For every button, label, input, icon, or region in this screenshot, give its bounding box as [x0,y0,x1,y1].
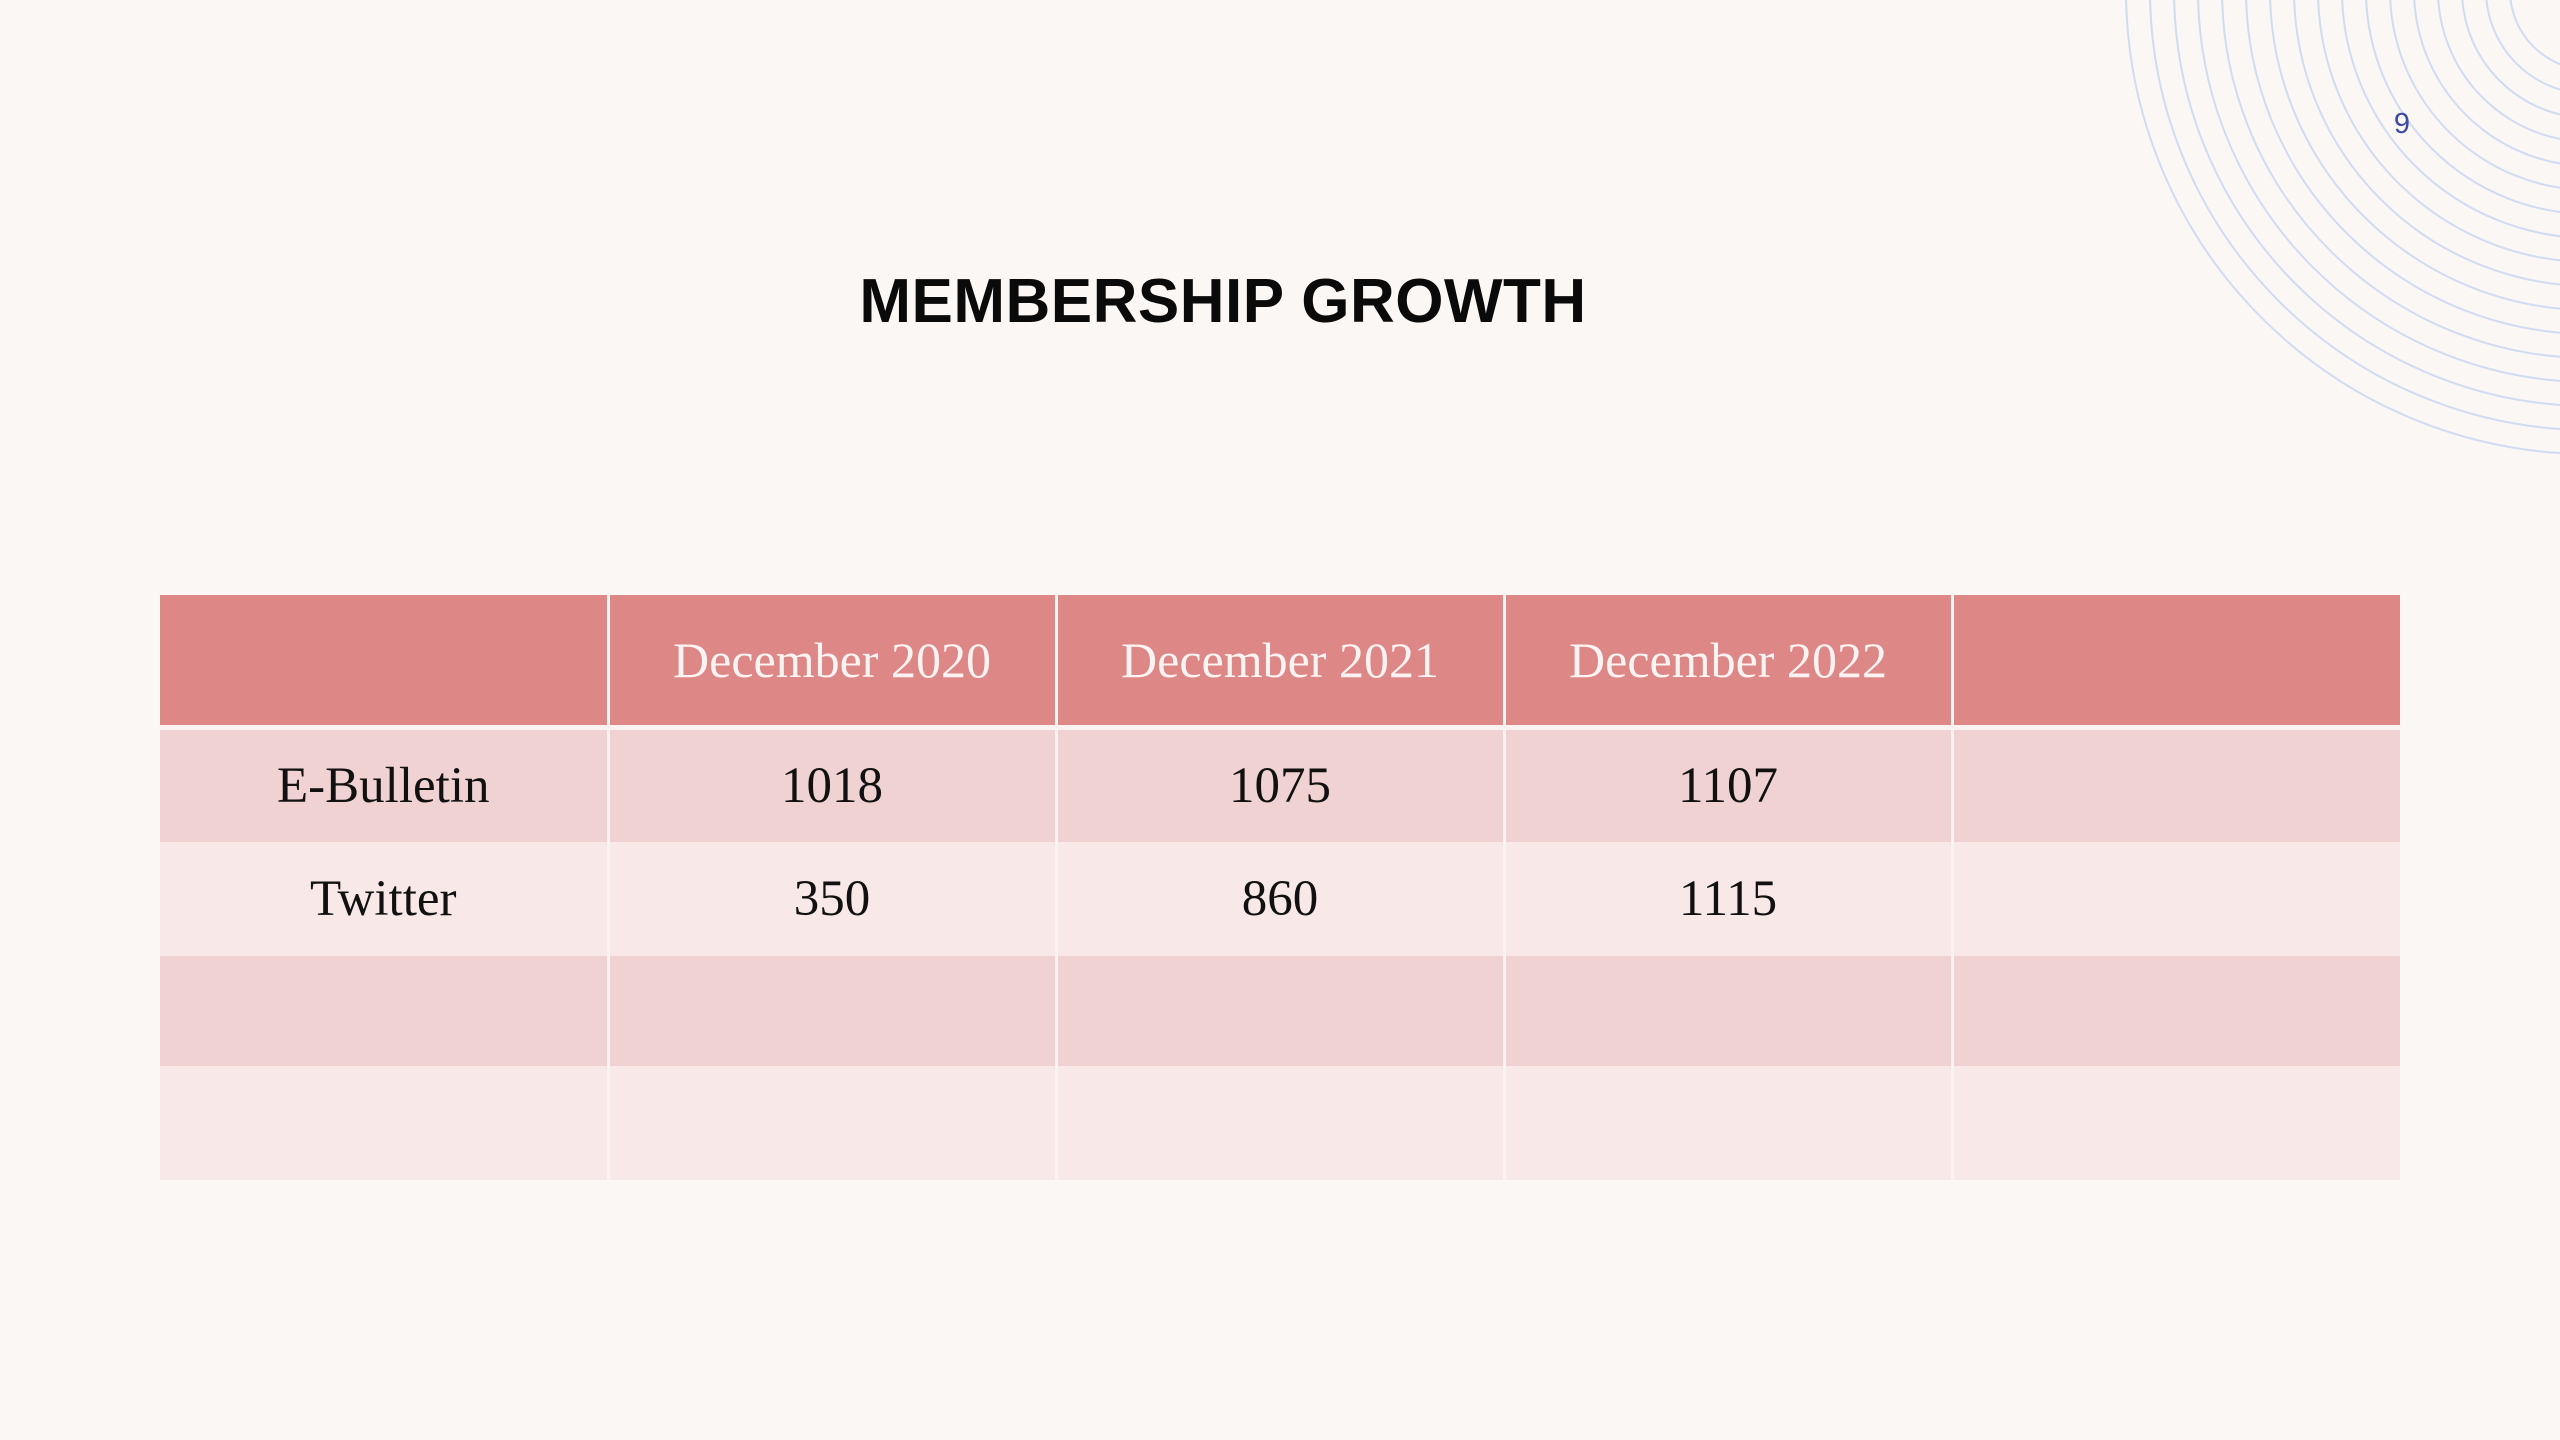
table-cell [1502,1066,1954,1180]
membership-table-container: December 2020 December 2021 December 202… [160,595,2400,1180]
membership-table: December 2020 December 2021 December 202… [160,595,2400,1180]
table-header-cell: December 2020 [606,595,1058,730]
table-header-cell: December 2021 [1054,595,1506,730]
table-cell: Twitter [160,842,610,956]
slide-title: MEMBERSHIP GROWTH [859,267,1587,336]
table-cell [1054,956,1506,1066]
table-row: E-Bulletin 1018 1075 1107 [160,727,2400,842]
table-cell: 350 [606,842,1058,956]
table-row: Twitter 350 860 1115 [160,842,2400,956]
table-cell [1502,956,1954,1066]
table-header-cell: December 2022 [1502,595,1954,730]
table-cell: 1018 [606,727,1058,842]
table-cell [160,956,610,1066]
table-cell [1950,1066,2400,1180]
table-row [160,956,2400,1066]
table-cell: 1115 [1502,842,1954,956]
table-header-row: December 2020 December 2021 December 202… [160,595,2400,730]
table-cell: E-Bulletin [160,727,610,842]
table-cell: 1075 [1054,727,1506,842]
table-cell [1950,842,2400,956]
table-row [160,1066,2400,1180]
table-cell [606,1066,1058,1180]
page-number: 9 [2393,108,2411,140]
table-header-cell [160,595,610,730]
table-cell: 860 [1054,842,1506,956]
table-cell [1054,1066,1506,1180]
table-cell [1950,727,2400,842]
table-cell [160,1066,610,1180]
table-cell [606,956,1058,1066]
table-header-cell [1950,595,2400,730]
table-cell: 1107 [1502,727,1954,842]
table-cell [1950,956,2400,1066]
